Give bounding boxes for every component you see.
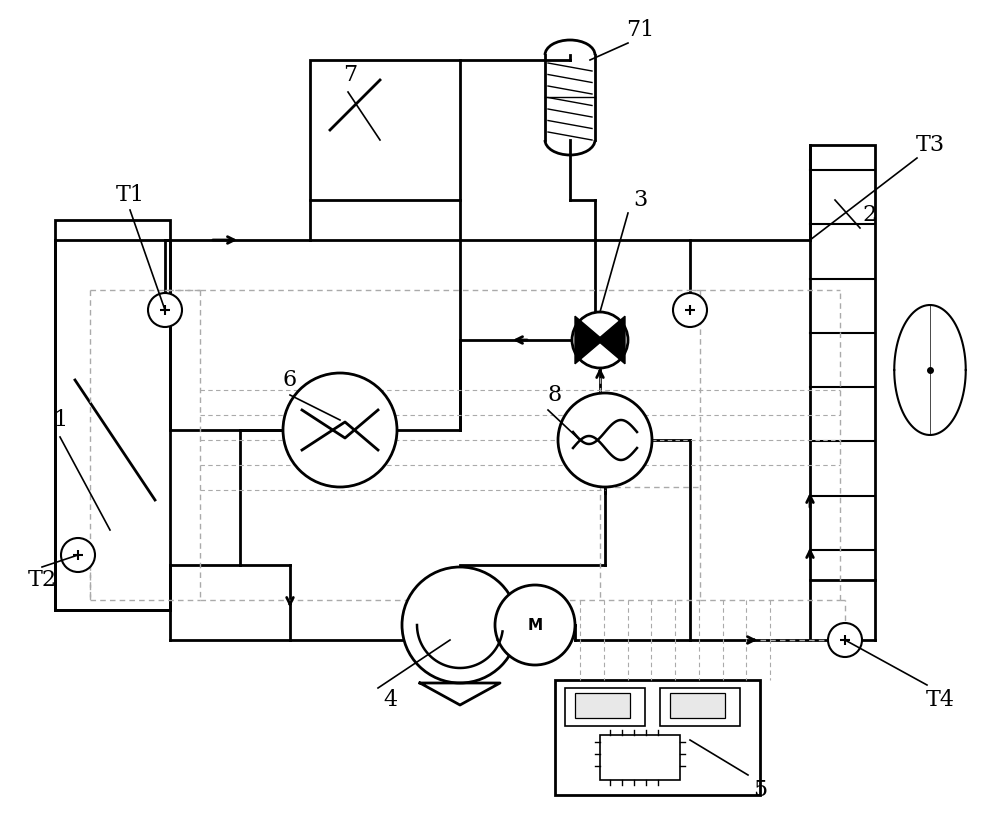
Bar [670,693,725,718]
Polygon shape [575,316,603,364]
Circle shape [402,567,518,683]
Text: T3: T3 [915,134,945,156]
Circle shape [61,538,95,572]
Text: 7: 7 [343,64,357,86]
Text: M: M [527,618,543,632]
Bar [575,693,630,718]
Text: 1: 1 [53,409,67,431]
Circle shape [148,293,182,327]
Circle shape [558,393,652,487]
Text: 5: 5 [753,779,767,801]
Polygon shape [597,316,625,364]
Text: 2: 2 [863,204,877,226]
Text: T2: T2 [28,569,56,591]
Bar [600,735,680,780]
Text: T1: T1 [116,184,144,206]
Circle shape [828,623,862,657]
Text: T4: T4 [926,689,954,711]
Text: 4: 4 [383,689,397,711]
Bar [310,60,460,200]
Circle shape [572,312,628,368]
Text: 8: 8 [548,384,562,406]
Text: 6: 6 [283,369,297,391]
Circle shape [673,293,707,327]
Bar [565,688,645,726]
Text: 3: 3 [633,189,647,211]
Bar [660,688,740,726]
Circle shape [283,373,397,487]
Circle shape [495,585,575,665]
Bar [55,220,170,610]
Bar [810,145,875,580]
Text: 71: 71 [626,19,654,41]
Bar [555,680,760,795]
